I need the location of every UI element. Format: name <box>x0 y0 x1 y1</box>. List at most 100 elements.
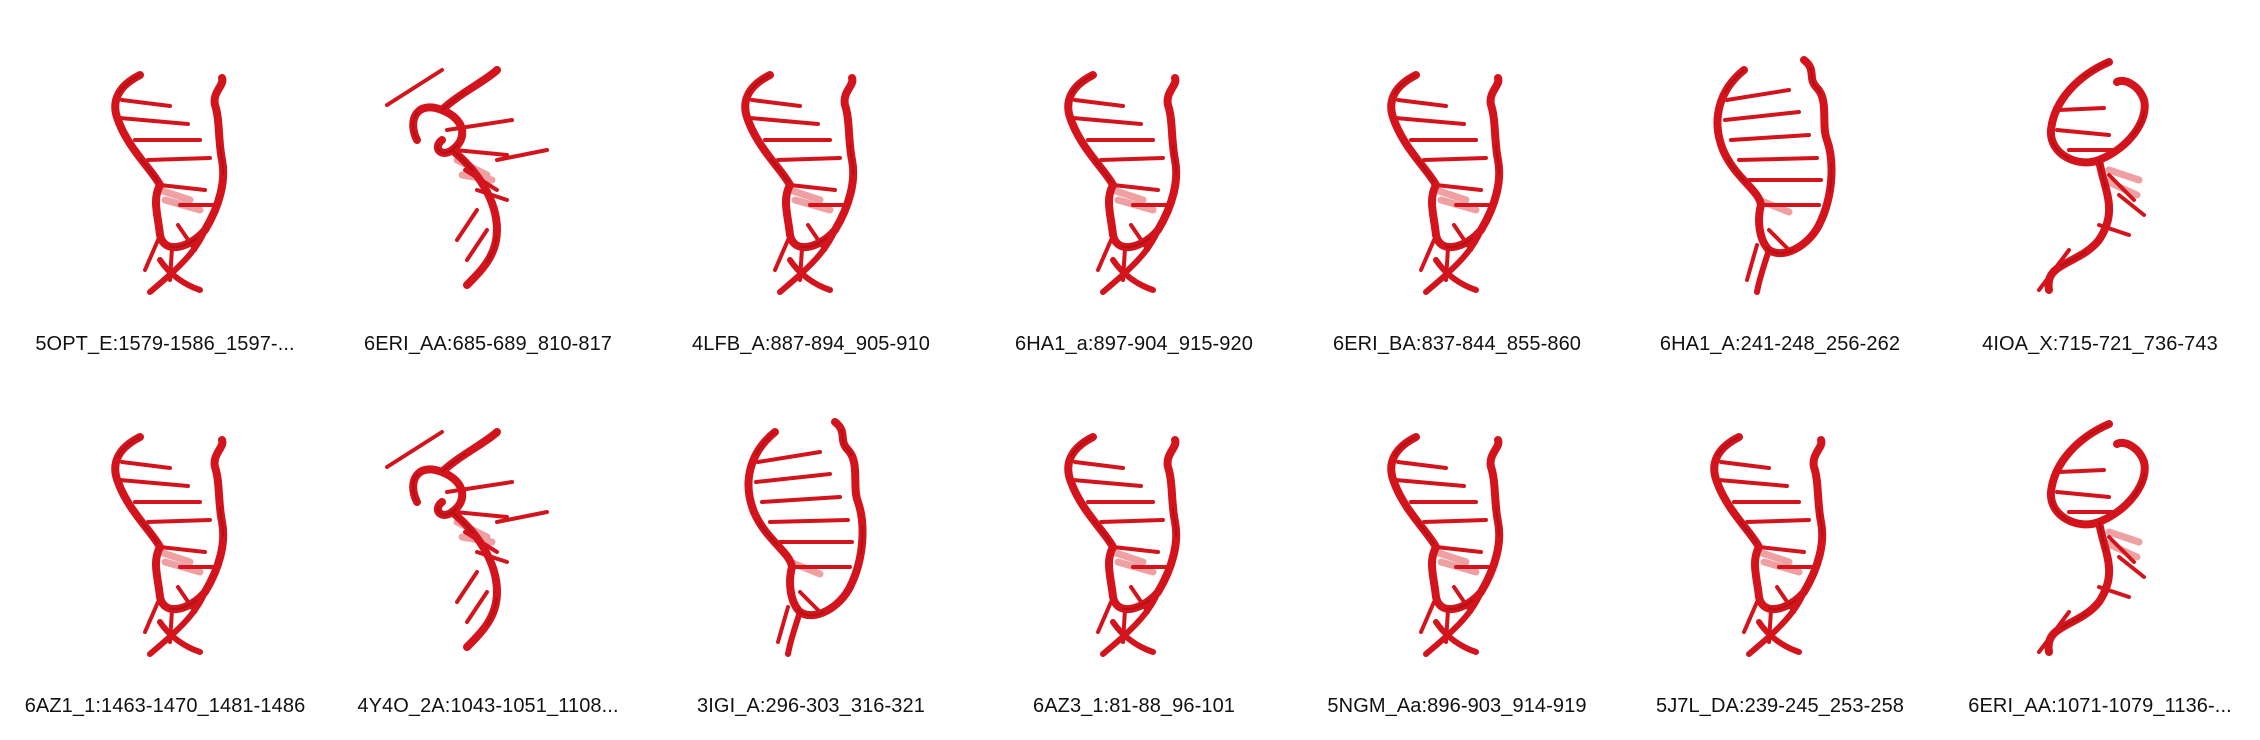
base-pair-stick <box>2117 193 2146 217</box>
backbone-tube <box>1387 433 1504 614</box>
structure-tile: 5NGM_Aa:896-903_914-919 <box>1296 362 1618 717</box>
backbone-shading <box>1716 59 1833 255</box>
base-pair-stick <box>1073 460 1125 470</box>
base-pair-stick <box>1434 183 1483 192</box>
rna-hairpin-render <box>111 71 228 295</box>
backbone-tube <box>741 71 858 252</box>
base-pair-stick <box>1419 238 1436 272</box>
base-pair-stick <box>2057 106 2106 112</box>
backbone-tube <box>785 609 803 657</box>
structure-caption: 5J7L_DA:239-245_253-258 <box>1655 695 1905 717</box>
backbone-tube <box>1100 227 1161 295</box>
base-pair-stick <box>768 518 850 524</box>
base-pair-stick <box>776 156 842 162</box>
base-pair-stick <box>1432 548 1470 566</box>
backbone-tube <box>2044 58 2149 294</box>
structure-caption: 4IOA_X:715-721_736-743 <box>1982 333 2218 355</box>
backbone-shading <box>1390 436 1501 611</box>
structure-caption: 6HA1_a:897-904_915-920 <box>1015 333 1253 355</box>
structure-tile: 6AZ3_1:81-88_96-101 <box>973 362 1295 717</box>
backbone-shading <box>412 431 499 648</box>
backbone-shading <box>1067 74 1178 249</box>
backbone-shading <box>2047 423 2146 653</box>
base-pair-stick <box>754 472 832 484</box>
structure-tile: 6HA1_A:241-248_256-262 <box>1619 0 1941 355</box>
backbone-shading <box>114 436 225 611</box>
backbone-tube <box>1387 71 1504 252</box>
structure-tile: 4LFB_A:887-894_905-910 <box>650 0 972 355</box>
backbone-tube <box>1100 589 1161 657</box>
backbone-tube <box>1064 71 1181 252</box>
base-pair-stick <box>385 430 444 469</box>
structure-caption: 5OPT_E:1579-1586_1597-... <box>35 333 295 355</box>
rna-hairpin-render <box>1710 433 1827 657</box>
backbone-tube <box>1710 433 1827 614</box>
base-pair-stick <box>1071 478 1143 488</box>
base-pair-stick <box>1096 600 1113 634</box>
structure-caption: 4LFB_A:887-894_905-910 <box>692 333 930 355</box>
base-pair-stick <box>465 228 489 262</box>
backbone-tube <box>1713 56 1836 258</box>
backbone-tube <box>777 227 838 295</box>
structure-tile: 6AZ1_1:1463-1470_1481-1486 <box>4 362 326 717</box>
structure-caption: 6ERI_BA:837-844_855-860 <box>1332 333 1582 355</box>
base-pair-stick <box>146 156 212 162</box>
base-pair-stick <box>798 590 822 614</box>
backbone-shading <box>747 421 864 617</box>
base-pair-stick <box>453 510 509 519</box>
base-pair-stick <box>143 238 160 272</box>
structure-tile: 6ERI_BA:837-844_855-860 <box>1296 0 1618 355</box>
base-pair-stick <box>2117 555 2146 579</box>
base-pair-stick <box>2105 528 2143 546</box>
backbone-tube <box>1746 589 1807 657</box>
base-pair-stick <box>1434 545 1483 554</box>
base-pair-stick <box>776 605 790 644</box>
base-pair-stick <box>750 98 802 108</box>
base-pair-stick <box>1396 98 1448 108</box>
base-pair-stick <box>1099 156 1165 162</box>
structure-caption: 6ERI_AA:685-689_810-817 <box>363 333 613 355</box>
base-pair-stick <box>1742 600 1759 634</box>
structure-tile: 6ERI_AA:1071-1079_1136-... <box>1939 362 2260 717</box>
backbone-shading <box>114 74 225 249</box>
structure-caption: 3IGI_A:296-303_316-321 <box>697 695 925 717</box>
base-pair-stick <box>1099 518 1165 524</box>
structure-tile: 6ERI_AA:685-689_810-817 <box>327 0 649 355</box>
base-pair-stick <box>465 590 489 624</box>
backbone-shading <box>1713 436 1824 611</box>
rna-hairpin-render <box>741 71 858 295</box>
base-pair-stick <box>158 545 207 554</box>
structure-tile: 5J7L_DA:239-245_253-258 <box>1619 362 1941 717</box>
backbone-tube <box>147 589 208 657</box>
backbone-tube <box>744 418 867 620</box>
structure-caption: 6AZ1_1:1463-1470_1481-1486 <box>24 695 306 717</box>
backbone-tube <box>409 428 501 651</box>
base-pair-stick <box>146 518 212 524</box>
base-pair-stick <box>1729 133 1811 142</box>
structure-caption: 6ERI_AA:1071-1079_1136-... <box>1968 695 2232 717</box>
base-pair-stick <box>1422 518 1488 524</box>
rna-hairpin-render <box>1064 433 1181 657</box>
base-pair-stick <box>2057 468 2106 474</box>
rna-hairpin-render <box>1713 56 1836 295</box>
base-pair-stick <box>1719 460 1771 470</box>
base-pair-stick <box>760 495 842 504</box>
base-pair-stick <box>2107 535 2136 564</box>
base-pair-stick <box>455 570 479 604</box>
base-pair-stick <box>1111 183 1160 192</box>
structure-tile: 6HA1_a:897-904_915-920 <box>973 0 1295 355</box>
base-pair-stick <box>1717 478 1789 488</box>
base-pair-stick <box>1419 600 1436 634</box>
base-pair-stick <box>773 238 790 272</box>
base-pair-stick <box>1111 545 1160 554</box>
base-pair-stick <box>1422 156 1488 162</box>
base-pair-stick <box>156 186 194 204</box>
backbone-shading <box>2047 61 2146 291</box>
base-pair-stick <box>495 510 549 524</box>
base-pair-stick <box>495 148 549 162</box>
backbone-tube <box>1064 433 1181 614</box>
base-pair-stick <box>788 183 837 192</box>
base-pair-stick <box>1109 548 1147 566</box>
backbone-tube <box>409 66 501 289</box>
